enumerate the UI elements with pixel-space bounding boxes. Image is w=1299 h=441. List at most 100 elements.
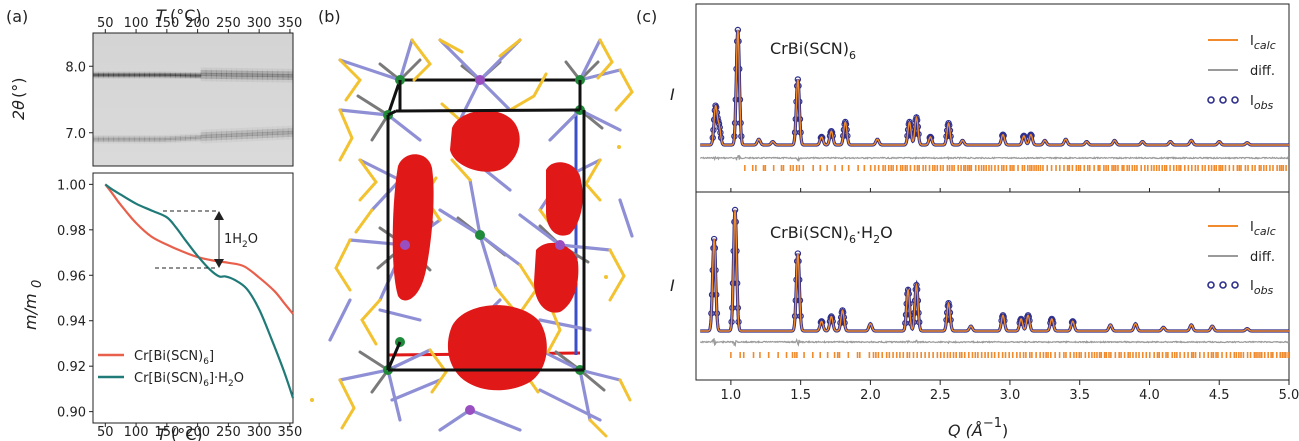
heatmap-band-cell bbox=[246, 70, 253, 75]
bond-sulfur bbox=[508, 72, 548, 112]
unit-cell-back bbox=[386, 78, 581, 116]
heatmap-band-cell bbox=[108, 74, 115, 76]
heatmap-band-cell bbox=[190, 76, 197, 78]
panel-b-label: (b) bbox=[318, 7, 341, 26]
heatmap-band-cell bbox=[169, 137, 176, 140]
heatmap-band-cell bbox=[210, 131, 217, 135]
heatmap-frame bbox=[92, 32, 294, 167]
heatmap-band-cell bbox=[164, 136, 171, 139]
heatmap-band-cell bbox=[211, 140, 217, 143]
heatmap-band-cell bbox=[277, 131, 284, 135]
heatmap-band-cell bbox=[236, 68, 243, 72]
heatmap-band-cell bbox=[103, 139, 109, 142]
heatmap-band-cell bbox=[210, 72, 217, 77]
heatmap-band-cell bbox=[267, 134, 273, 138]
bond-sulfur bbox=[608, 248, 626, 302]
c-top-ylabel: I bbox=[670, 85, 675, 104]
heatmap-band-cell bbox=[247, 138, 253, 141]
heatmap-band-cell bbox=[180, 77, 186, 79]
bismuth-atom bbox=[555, 240, 565, 250]
heatmap-band-cell bbox=[210, 75, 217, 79]
void-blob-left bbox=[392, 154, 434, 301]
heatmap-band-cell bbox=[282, 71, 289, 75]
heatmap-band-cell bbox=[200, 78, 207, 82]
heatmap-band-cell bbox=[262, 68, 268, 72]
a-top-xtick-label: 300 bbox=[247, 16, 272, 31]
heatmap-band-cell bbox=[216, 134, 222, 138]
c-xtick-label: 2.0 bbox=[860, 388, 881, 403]
heatmap-band-cell bbox=[246, 73, 253, 77]
heatmap-band-cell bbox=[123, 136, 130, 139]
heatmap-band-cell bbox=[134, 142, 140, 144]
heatmap-band-cell bbox=[108, 72, 115, 75]
heatmap-band-cell bbox=[246, 76, 253, 80]
heatmap-band-cell bbox=[287, 133, 293, 137]
observed-point bbox=[819, 319, 826, 326]
bond-nitrogen bbox=[578, 108, 622, 132]
c-xtick-label: 4.0 bbox=[1139, 388, 1160, 403]
heatmap-band-cell bbox=[257, 138, 263, 141]
heatmap-band-cell bbox=[241, 70, 248, 74]
heatmap-band-cell bbox=[293, 136, 299, 139]
bond-nitrogen bbox=[386, 348, 432, 372]
heatmap-band-cell bbox=[190, 73, 197, 75]
heatmap-band-cell bbox=[154, 72, 161, 75]
heatmap-band-cell bbox=[221, 75, 227, 80]
heatmap-band-cell bbox=[108, 139, 115, 142]
heatmap-band-cell bbox=[185, 71, 191, 74]
heatmap-band-cell bbox=[123, 138, 130, 141]
heatmap-band-cell bbox=[272, 68, 279, 72]
heatmap-band-cell bbox=[118, 74, 125, 76]
bond-nitrogen bbox=[398, 38, 414, 82]
heatmap-band-cell bbox=[113, 136, 120, 139]
panel-b-structure bbox=[310, 38, 634, 438]
heatmap-band-cell bbox=[241, 68, 248, 72]
heatmap-band-cell bbox=[210, 70, 217, 74]
heatmap-band-cell bbox=[195, 74, 202, 77]
bond-nitrogen bbox=[390, 378, 442, 402]
heatmap-band-cell bbox=[272, 73, 279, 78]
heatmap-band-cell bbox=[293, 69, 299, 72]
heatmap-band-cell bbox=[123, 139, 130, 142]
heatmap-band-cell bbox=[293, 77, 299, 80]
heatmap-band-cell bbox=[164, 76, 171, 79]
heatmap-band-cell bbox=[175, 137, 181, 140]
heatmap-band-cell bbox=[180, 75, 186, 78]
a-bottom-xtick-label: 200 bbox=[185, 425, 210, 440]
heatmap-band-cell bbox=[205, 72, 212, 77]
void-isosurfaces bbox=[392, 110, 583, 391]
heatmap-band-cell bbox=[134, 71, 140, 74]
heatmap-band-cell bbox=[221, 67, 227, 72]
void-blob-right-upper bbox=[546, 162, 583, 236]
heatmap-band-cell bbox=[241, 130, 248, 134]
heatmap-band-cell bbox=[231, 75, 238, 80]
heatmap-band-cell bbox=[262, 71, 268, 75]
heatmap-band-cell bbox=[185, 137, 191, 140]
bond-sulfur bbox=[334, 238, 352, 292]
c-xtick-label: 5.0 bbox=[1279, 388, 1299, 403]
heatmap-band-cell bbox=[236, 76, 243, 80]
a-bottom-xtick-label: 150 bbox=[154, 425, 179, 440]
heatmap-band-cell bbox=[118, 136, 125, 139]
heatmap-band-cell bbox=[175, 135, 181, 138]
stray-atom bbox=[617, 145, 621, 149]
heatmap-band-cell bbox=[241, 73, 248, 77]
heatmap-band-cell bbox=[190, 138, 197, 141]
heatmap-band-cell bbox=[257, 129, 263, 133]
heatmap-band-cell bbox=[283, 137, 289, 140]
heatmap-band-cell bbox=[216, 73, 222, 77]
heatmap-band-cell bbox=[237, 139, 243, 142]
heatmap-band-cell bbox=[221, 78, 227, 82]
heatmap-band-cell bbox=[93, 142, 99, 144]
bond-nitrogen bbox=[370, 178, 402, 212]
heatmap-band-cell bbox=[257, 132, 263, 136]
observed-point bbox=[1028, 132, 1035, 139]
c-bottom-title: CrBi(SCN)6·H2O bbox=[770, 223, 893, 246]
bond-sulfur bbox=[338, 108, 354, 162]
heatmap-band-cell bbox=[169, 77, 176, 79]
heatmap-band-cell bbox=[118, 138, 125, 141]
heatmap-band-cell bbox=[128, 136, 135, 139]
heatmap-band-cell bbox=[118, 75, 125, 78]
heatmap-band-cell bbox=[169, 75, 176, 78]
heatmap-band-cell bbox=[118, 71, 125, 74]
